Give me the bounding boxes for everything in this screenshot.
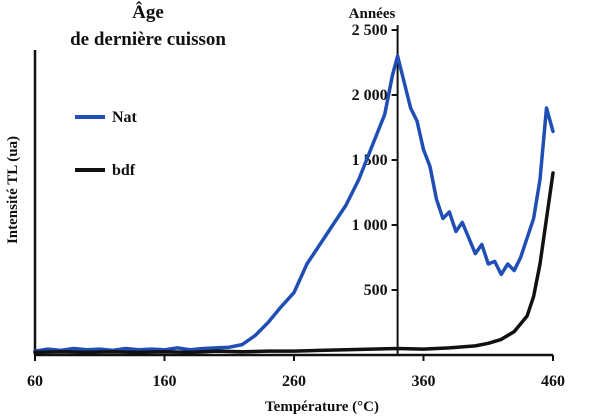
series-line-nat	[33, 54, 555, 353]
series-line-bdf	[33, 171, 555, 355]
y2-axis-title: Années	[349, 6, 396, 22]
x-tick-label: 460	[541, 373, 565, 390]
x-axis-title: Température (°C)	[265, 399, 379, 415]
x-tick-label: 360	[412, 373, 436, 390]
chart-title-line2: de dernière cuisson	[70, 29, 226, 50]
y2-tick-label: 1 500	[352, 152, 388, 169]
y2-tick-label: 500	[364, 282, 388, 299]
x-tick-label: 160	[153, 373, 177, 390]
x-tick-label: 60	[27, 373, 43, 390]
legend: Nat bdf	[75, 109, 138, 179]
chart-title-line1: Âge	[132, 1, 164, 23]
x-tick-label: 260	[282, 373, 306, 390]
legend-label-bdf: bdf	[112, 162, 136, 179]
legend-label-nat: Nat	[112, 109, 138, 126]
y-axis-title: Intensité TL (ua)	[5, 136, 21, 244]
y2-tick-label: 2 500	[352, 22, 388, 39]
plot-layer: 500 1 000 1 500 2 000 2 500 60 160 260 360 460	[27, 22, 565, 390]
y2-tick-label: 1 000	[352, 217, 388, 234]
y2-tick-label: 2 000	[352, 87, 388, 104]
